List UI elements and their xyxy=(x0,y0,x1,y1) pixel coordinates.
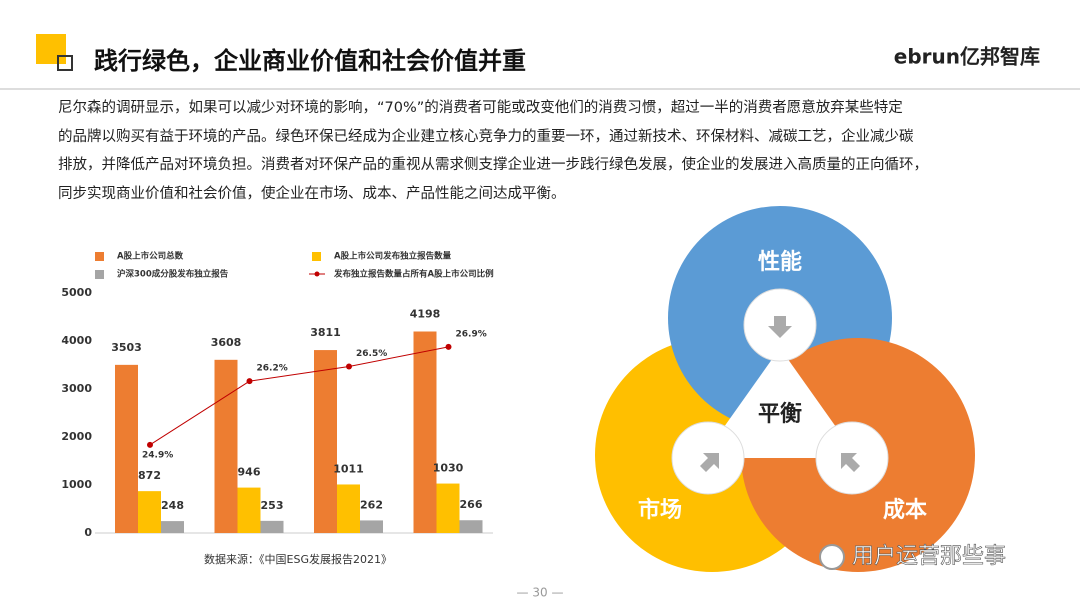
data-label: 253 xyxy=(261,499,284,512)
watermark: 用户运营那些事 xyxy=(852,544,1006,569)
data-label: 266 xyxy=(460,498,483,511)
bar xyxy=(314,350,337,533)
paragraph-line: 的品牌以购买有益于环境的产品。绿色环保已经成为企业建立核心竞争力的重要一环，通过… xyxy=(58,128,914,145)
data-label: 26.9% xyxy=(456,329,487,339)
y-tick-label: 1000 xyxy=(61,478,92,491)
bar xyxy=(161,521,184,533)
paragraph-line: 同步实现商业价值和社会价值，使企业在市场、成本、产品性能之间达成平衡。 xyxy=(58,185,566,202)
title-box xyxy=(57,55,73,71)
data-label: 26.5% xyxy=(356,349,387,359)
line-point xyxy=(147,441,153,448)
center-triangle xyxy=(702,348,858,458)
legend-dot xyxy=(314,271,320,277)
legend-swatch xyxy=(95,252,104,261)
diagram: 性能 平衡 市场 成本 xyxy=(595,206,975,572)
data-label: 946 xyxy=(238,466,261,479)
label-left: 市场 xyxy=(638,497,682,523)
bar xyxy=(115,364,138,533)
legend-label: A股上市公司发布独立报告数量 xyxy=(334,251,452,262)
data-label: 1011 xyxy=(333,462,364,475)
label-top: 性能 xyxy=(758,249,802,275)
line-point xyxy=(346,363,352,370)
arrow-left xyxy=(700,453,719,472)
source: 数据来源：《中国ESG发展报告2021》 xyxy=(204,552,392,566)
arrow-right xyxy=(841,453,860,472)
page-number: — 30 — xyxy=(517,586,564,600)
paragraph: 尼尔森的调研显示，如果可以减少对环境的影响，“70%”的消费者可能或改变他们的消… xyxy=(58,94,928,208)
bar xyxy=(436,483,460,533)
data-label: 3503 xyxy=(111,341,142,354)
data-label: 26.2% xyxy=(257,364,288,374)
y-tick-label: 3000 xyxy=(61,382,92,395)
data-label: 3811 xyxy=(310,326,341,339)
logo: ebrun亿邦智库 xyxy=(894,45,1040,69)
legend-label: 发布独立报告数量占所有A股上市公司比例 xyxy=(333,269,494,280)
y-tick-label: 4000 xyxy=(61,334,92,347)
data-label: 248 xyxy=(161,499,184,512)
data-label: 1030 xyxy=(433,462,464,475)
data-label: 262 xyxy=(360,498,383,511)
bar xyxy=(360,520,383,533)
bar xyxy=(413,331,437,533)
bar xyxy=(237,487,261,533)
bar xyxy=(337,484,360,533)
y-tick-label: 5000 xyxy=(61,286,92,299)
legend-label: 沪深300成分股发布独立报告 xyxy=(117,269,229,280)
label-center: 平衡 xyxy=(758,401,802,427)
bar xyxy=(214,359,238,533)
paragraph-line: 排放，并降低产品对环境负担。消费者对环保产品的重视从需求侧支撑企业进一步践行绿色… xyxy=(58,157,928,173)
y-tick-label: 0 xyxy=(84,526,92,539)
data-label: 24.9% xyxy=(142,450,173,460)
line-point xyxy=(246,378,253,385)
slide-title: 践行绿色，企业商业价值和社会价值并重 xyxy=(94,47,526,75)
data-label: 872 xyxy=(138,469,161,482)
y-tick-label: 2000 xyxy=(61,430,92,443)
legend-swatch xyxy=(312,252,321,261)
arrow-top xyxy=(768,316,792,338)
legend-label: A股上市公司总数 xyxy=(117,251,184,262)
legend-swatch xyxy=(95,270,104,279)
line xyxy=(149,346,449,446)
chart: 0 1000 2000 3000 4000 5000 A股上市公司总数 3503 3608 381… xyxy=(61,251,494,540)
bar xyxy=(459,520,483,533)
data-label: 3608 xyxy=(211,336,242,349)
paragraph-line: 尼尔森的调研显示，如果可以减少对环境的影响，“70%”的消费者可能或改变他们的消… xyxy=(58,100,903,116)
watermark-icon xyxy=(819,544,845,570)
line-point xyxy=(445,343,452,350)
bar xyxy=(260,520,284,533)
data-label: 4198 xyxy=(410,307,441,320)
label-right: 成本 xyxy=(883,498,927,523)
title-square xyxy=(36,34,66,64)
bar xyxy=(138,491,161,533)
